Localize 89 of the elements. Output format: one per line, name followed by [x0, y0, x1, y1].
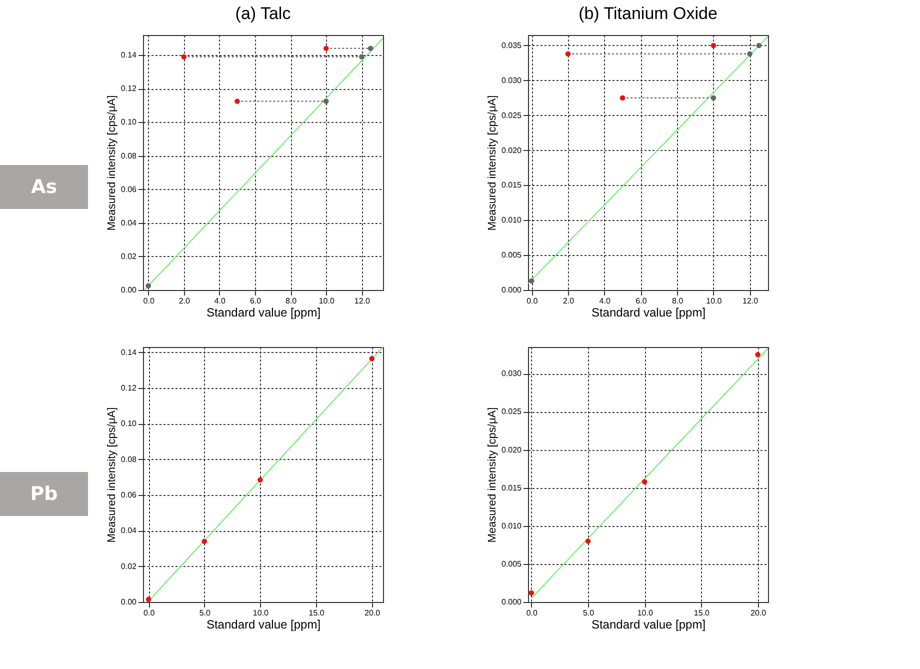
x-axis-title: Standard value [ppm]: [591, 306, 706, 320]
point: [323, 98, 329, 104]
y-tick-label: 0.005: [501, 559, 522, 568]
text: As: [0, 165, 88, 209]
point: [565, 51, 571, 57]
x-axis-title: Standard value [ppm]: [591, 618, 706, 632]
x-tick-label: 0.0: [526, 296, 538, 306]
x-tick-label: 10.0: [637, 608, 654, 618]
y-tick-label: 0.12: [120, 84, 138, 94]
point: [747, 51, 752, 57]
point: [755, 352, 760, 358]
y-tick-label: 0.015: [501, 180, 522, 190]
x-tick-label: 10.0: [706, 296, 722, 306]
x-axis-title: Standard value [ppm]: [206, 618, 321, 632]
x-tick-label: 12.0: [742, 296, 759, 306]
y-tick-label: 0.00: [120, 598, 138, 606]
point: [710, 42, 716, 48]
x-tick-label: 10.0: [252, 608, 270, 618]
y-tick-label: 0.005: [501, 250, 522, 260]
y-tick-label: 0.06: [120, 184, 138, 194]
x-tick-label: 2.0: [562, 296, 575, 306]
x-tick-label: 5.0: [582, 608, 595, 618]
y-tick-label: 0.010: [501, 216, 522, 225]
y-tick-label: 0.10: [120, 419, 138, 428]
y-axis-title: Measured intensity [cps/μA]: [106, 407, 118, 543]
y-tick-label: 0.025: [501, 110, 522, 120]
y-tick-label: 0.035: [501, 40, 522, 50]
chart-title: (a) Talc: [235, 4, 292, 23]
point: [369, 356, 374, 362]
y-tick-label: 0.06: [120, 490, 138, 500]
x-tick-label: 6.0: [636, 296, 648, 306]
x-tick-label: 0.0: [526, 608, 538, 618]
x-tick-label: 6.0: [250, 296, 262, 306]
point: [258, 477, 263, 482]
point: [620, 95, 626, 101]
chart-title: (b) Titanium Oxide: [578, 4, 718, 23]
point: [585, 538, 591, 544]
y-tick-label: 0.025: [501, 407, 522, 416]
x-tick-label: 12.0: [354, 296, 370, 306]
y-tick-label: 0.02: [120, 562, 138, 571]
point: [368, 46, 374, 52]
point: [181, 54, 187, 60]
point: [202, 538, 208, 544]
x-tick-label: 20.0: [364, 608, 381, 618]
y-tick-label: 0.12: [120, 384, 138, 393]
y-tick-label: 0.000: [501, 598, 522, 606]
x-tick-label: 8.0: [285, 296, 298, 306]
x-tick-label: 8.0: [672, 296, 684, 306]
y-tick-label: 0.020: [501, 146, 522, 155]
y-axis-title: Measured intensity [cps/μA]: [486, 407, 498, 543]
x-tick-label: 20.0: [750, 608, 767, 618]
x-tick-label: 5.0: [199, 608, 212, 618]
y-axis-title: Measured intensity [cps/μA]: [106, 95, 118, 231]
y-tick-label: 0.030: [501, 76, 522, 85]
point: [528, 590, 534, 596]
y-tick-label: 0.020: [501, 445, 522, 454]
point: [323, 46, 329, 52]
y-tick-label: 0.030: [501, 369, 522, 378]
y-tick-label: 0.10: [120, 118, 138, 127]
y-tick-label: 0.14: [120, 50, 138, 60]
y-tick-label: 0.02: [120, 252, 138, 261]
point: [359, 54, 364, 60]
y-axis-title: Measured intensity [cps/μA]: [486, 95, 498, 231]
text: Pb: [0, 472, 88, 516]
x-tick-label: 15.0: [694, 608, 710, 618]
y-tick-label: 0.04: [120, 526, 138, 536]
point: [146, 596, 152, 602]
x-tick-label: 0.0: [143, 296, 155, 306]
x-tick-label: 4.0: [214, 296, 226, 306]
y-tick-label: 0.08: [120, 454, 138, 464]
y-tick-label: 0.08: [120, 151, 138, 160]
point: [756, 42, 762, 48]
point: [146, 283, 151, 288]
point: [642, 479, 648, 484]
y-tick-label: 0.010: [501, 521, 522, 530]
x-tick-label: 10.0: [318, 296, 335, 306]
x-tick-label: 0.0: [144, 608, 156, 618]
y-tick-label: 0.00: [120, 286, 138, 294]
x-tick-label: 4.0: [599, 296, 611, 306]
point: [234, 98, 240, 104]
y-tick-label: 0.04: [120, 218, 138, 228]
y-tick-label: 0.14: [120, 348, 138, 357]
y-tick-label: 0.015: [501, 483, 522, 492]
x-tick-label: 2.0: [178, 296, 190, 306]
x-axis-title: Standard value [ppm]: [206, 306, 321, 320]
y-tick-label: 0.000: [501, 286, 522, 294]
point: [710, 95, 716, 101]
x-tick-label: 15.0: [308, 608, 325, 618]
point: [528, 278, 534, 284]
